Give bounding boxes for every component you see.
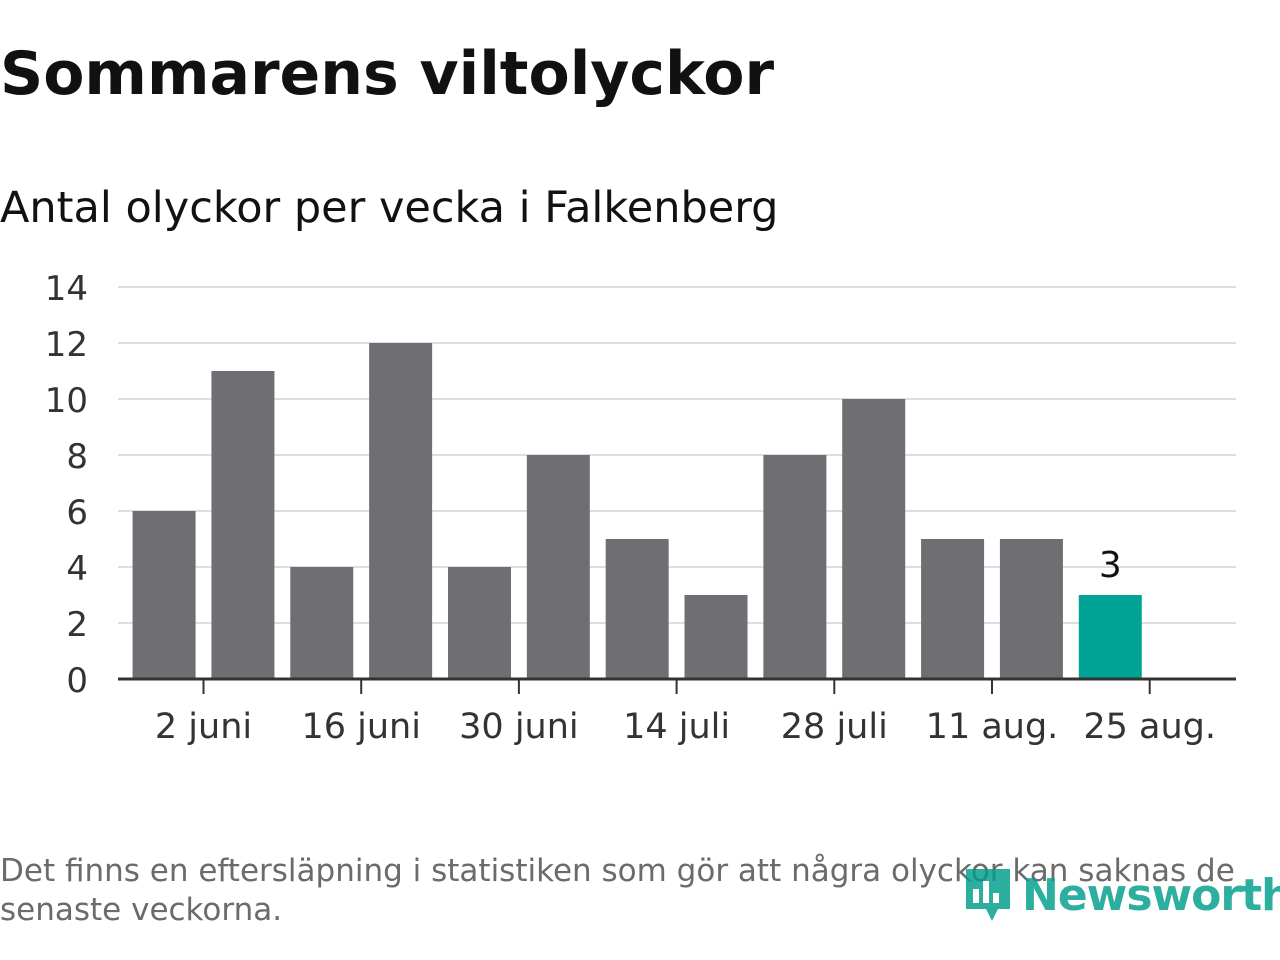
bar xyxy=(369,343,433,679)
y-tick-label: 0 xyxy=(66,661,88,701)
gridlines xyxy=(118,286,1236,624)
bar xyxy=(921,539,985,679)
x-tick-label: 2 juni xyxy=(155,707,252,747)
x-axis-ticks: 2 juni 16 juni 30 juni 14 juli 28 juli 11 aug… xyxy=(155,679,1216,747)
y-tick-label: 4 xyxy=(66,549,88,589)
y-tick-label: 8 xyxy=(66,437,88,477)
bars xyxy=(132,343,1142,679)
footnote: Det finns en eftersläpning i statistiken… xyxy=(0,853,1235,928)
bar xyxy=(999,539,1063,679)
bar xyxy=(526,455,590,679)
x-tick-label: 30 juni xyxy=(459,707,578,747)
bar xyxy=(132,511,196,679)
x-tick-label: 11 aug. xyxy=(926,707,1059,747)
newsworthy-logo: Newsworthy xyxy=(962,862,1280,928)
bar xyxy=(684,595,748,679)
bar xyxy=(842,399,906,679)
bar xyxy=(290,567,354,679)
chart-subtitle: Antal olyckor per vecka i Falkenberg xyxy=(0,183,779,233)
x-tick-label: 16 juni xyxy=(301,707,420,747)
bar xyxy=(1078,595,1142,679)
x-tick-label: 28 juli xyxy=(781,707,888,747)
bar xyxy=(605,539,669,679)
bar xyxy=(763,455,827,679)
data-labels: 3 xyxy=(1099,545,1122,586)
bar xyxy=(211,371,275,679)
logo-text: Newsworthy xyxy=(1022,869,1280,921)
newsworthy-logo-icon xyxy=(966,869,1010,921)
y-tick-label: 2 xyxy=(66,605,88,645)
y-axis-ticks: 0 2 4 6 8 10 12 14 xyxy=(45,269,88,701)
chart-title: Sommarens viltolyckor xyxy=(0,39,775,109)
data-label: 3 xyxy=(1099,545,1122,586)
y-tick-label: 14 xyxy=(45,269,88,309)
y-tick-label: 12 xyxy=(45,325,88,365)
y-tick-label: 10 xyxy=(45,381,88,421)
x-tick-label: 25 aug. xyxy=(1083,707,1216,747)
y-tick-label: 6 xyxy=(66,493,88,533)
bar xyxy=(447,567,511,679)
x-tick-label: 14 juli xyxy=(623,707,730,747)
